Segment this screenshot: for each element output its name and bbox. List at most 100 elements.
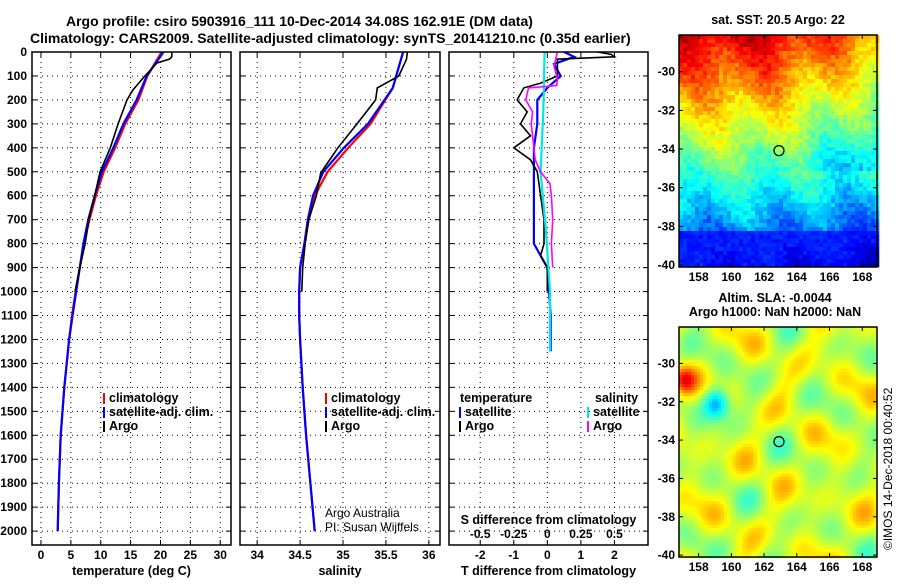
map-cell: [745, 354, 748, 357]
map-cell: [867, 195, 871, 199]
map-cell: [724, 351, 727, 354]
map-cell: [694, 405, 697, 408]
map-cell: [827, 39, 831, 43]
map-cell: [811, 151, 815, 155]
map-cell: [856, 348, 859, 351]
map-cell: [739, 366, 742, 369]
map-cell: [688, 390, 691, 393]
map-cell: [767, 199, 771, 203]
map-cell: [847, 333, 850, 336]
map-cell: [796, 399, 799, 402]
map-cell: [759, 175, 763, 179]
map-cell: [808, 387, 811, 390]
map-cell: [815, 235, 819, 239]
map-cell: [814, 354, 817, 357]
map-cell: [831, 59, 835, 63]
map-cell: [839, 107, 843, 111]
map-cell: [691, 59, 695, 63]
map-cell: [865, 384, 868, 387]
map-cell: [767, 127, 771, 131]
map-cell: [703, 390, 706, 393]
map-cell: [731, 143, 735, 147]
map-cell: [723, 207, 727, 211]
map-cell: [799, 239, 803, 243]
map-cell: [787, 87, 791, 91]
map-cell: [695, 251, 699, 255]
map-cell: [807, 139, 811, 143]
map-cell: [817, 330, 820, 333]
map-cell: [851, 247, 855, 251]
map-cell: [862, 339, 865, 342]
map-cell: [781, 333, 784, 336]
map-cell: [723, 91, 727, 95]
map-cell: [711, 187, 715, 191]
map-cell: [783, 251, 787, 255]
map-cell: [787, 247, 791, 251]
map-cell: [859, 239, 863, 243]
map-cell: [699, 47, 703, 51]
map-cell: [819, 67, 823, 71]
map-cell: [787, 251, 791, 255]
map-cell: [723, 191, 727, 195]
map-cell: [791, 195, 795, 199]
map-cell: [759, 59, 763, 63]
map-cell: [727, 107, 731, 111]
map-cell: [730, 333, 733, 336]
map-cell: [817, 363, 820, 366]
series-line-climatology: [299, 52, 403, 531]
map-cell: [711, 99, 715, 103]
map-cell: [859, 51, 863, 55]
map-cell: [775, 51, 779, 55]
map-cell: [855, 135, 859, 139]
map-cell: [703, 396, 706, 399]
map-cell: [707, 219, 711, 223]
map-cell: [751, 390, 754, 393]
map-cell: [855, 79, 859, 83]
map-cell: [781, 375, 784, 378]
map-cell: [847, 75, 851, 79]
map-cell: [735, 219, 739, 223]
map-cell: [755, 131, 759, 135]
map-cell: [819, 227, 823, 231]
map-cell: [799, 163, 803, 167]
map-cell: [819, 91, 823, 95]
map-cell: [823, 43, 827, 47]
map-cell: [839, 79, 843, 83]
map-cell: [745, 369, 748, 372]
map-cell: [736, 381, 739, 384]
map-cell: [778, 348, 781, 351]
map-cell: [871, 111, 875, 115]
map-cell: [766, 396, 769, 399]
map-cell: [683, 143, 687, 147]
map-cell: [867, 75, 871, 79]
map-cell: [707, 151, 711, 155]
map-cell: [831, 227, 835, 231]
map-cell: [751, 231, 755, 235]
map-cell: [814, 351, 817, 354]
map-cell: [775, 345, 778, 348]
map-cell: [841, 396, 844, 399]
map-cell: [863, 255, 867, 259]
map-cell: [853, 330, 856, 333]
map-cell: [707, 235, 711, 239]
map-cell: [835, 223, 839, 227]
map-cell: [691, 155, 695, 159]
map-cell: [863, 75, 867, 79]
map-cell: [719, 51, 723, 55]
map-cell: [795, 139, 799, 143]
map-cell: [700, 351, 703, 354]
map-cell: [699, 159, 703, 163]
map-cell: [799, 342, 802, 345]
map-cell: [735, 67, 739, 71]
map-cell: [871, 99, 875, 103]
map-cell: [823, 207, 827, 211]
map-cell: [791, 143, 795, 147]
map-cell: [791, 111, 795, 115]
map-cell: [871, 167, 875, 171]
map-cell: [791, 191, 795, 195]
map-cell: [771, 139, 775, 143]
map-cell: [695, 191, 699, 195]
map-cell: [707, 123, 711, 127]
map-cell: [871, 354, 874, 357]
map-cell: [697, 342, 700, 345]
